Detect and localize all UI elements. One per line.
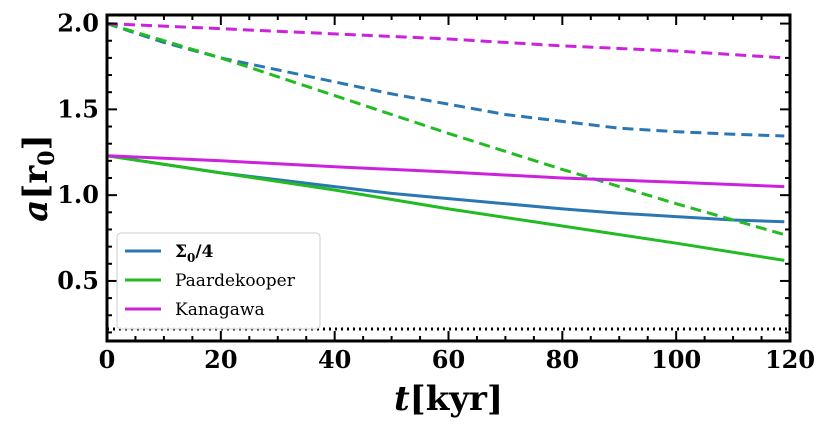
x-tick-label: 40 xyxy=(318,345,351,374)
x-tick-label: 80 xyxy=(546,345,579,374)
series-0-dashed-line xyxy=(107,22,785,138)
x-tick-label: 0 xyxy=(99,345,116,374)
series-1-dashed-line xyxy=(107,22,785,237)
x-tick-label: 60 xyxy=(432,345,465,374)
y-tick-label: 1.0 xyxy=(57,180,99,209)
legend-label-0: Σ0/4 xyxy=(175,242,214,265)
y-tick-label: 2.0 xyxy=(57,9,99,38)
x-tick-label: 20 xyxy=(204,345,237,374)
series-2-solid-line xyxy=(107,154,785,189)
axis-labels: t[kyr] a[r0] xyxy=(16,134,503,419)
legend: Σ0/4 Paardekooper Kanagawa xyxy=(116,232,321,330)
x-tick-label: 100 xyxy=(651,345,701,374)
y-tick-label: 1.5 xyxy=(57,94,99,123)
legend-label-1: Paardekooper xyxy=(175,271,296,291)
x-axis-label: t[kyr] xyxy=(394,379,503,419)
y-axis-label: a[r0] xyxy=(16,134,60,221)
series-0-solid-line xyxy=(107,154,785,224)
series-1-solid-line xyxy=(107,154,785,262)
axes: 0 20 40 60 80 100 120 0.5 1.0 1.5 2.0 xyxy=(57,9,815,374)
legend-label-2: Kanagawa xyxy=(175,300,265,320)
legend-box xyxy=(116,232,321,330)
x-tick-label: 120 xyxy=(765,345,815,374)
y-tick-label: 0.5 xyxy=(57,266,99,295)
series-2-dashed-line xyxy=(107,22,785,60)
plot-area xyxy=(107,22,790,331)
